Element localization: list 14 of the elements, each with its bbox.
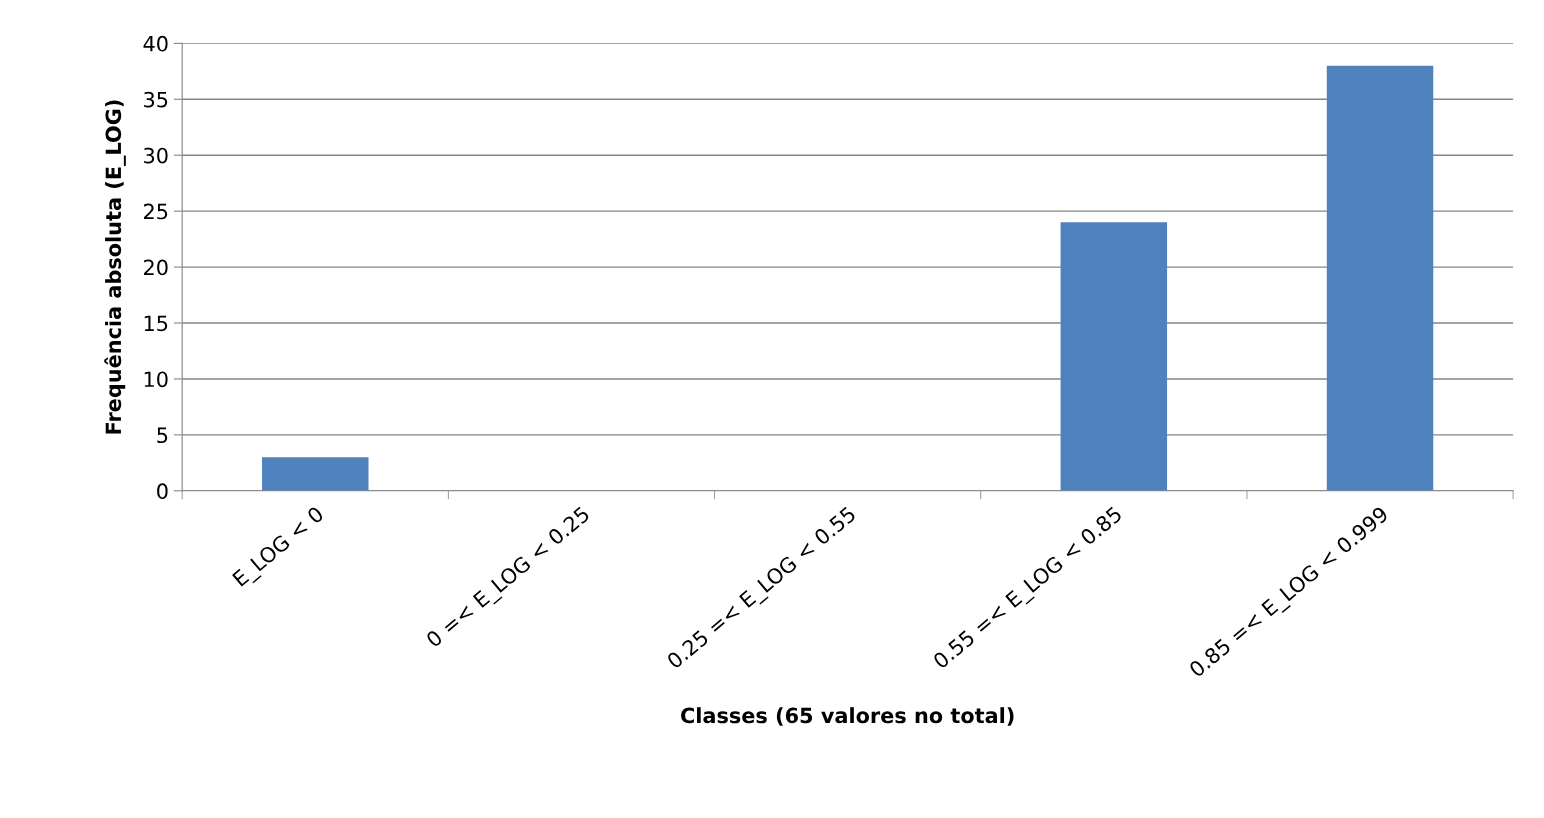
y-tick-label: 5	[157, 427, 168, 444]
y-tick-label: 40	[143, 35, 168, 52]
y-tick-label: 30	[144, 147, 168, 164]
y-tick-label: 10	[144, 371, 168, 388]
y-tick-label: 35	[144, 91, 168, 108]
bar	[1060, 222, 1168, 491]
y-tick-label: 20	[144, 259, 168, 276]
x-axis-title: Classes (65 valores no total)	[681, 707, 1014, 726]
bar	[262, 457, 369, 491]
y-tick-label: 15	[144, 315, 168, 332]
y-axis-title: Frequência absoluta (E_LOG)	[104, 100, 126, 434]
y-tick-label: 0	[157, 483, 168, 500]
y-tick-label: 25	[144, 203, 168, 220]
bar	[1326, 65, 1434, 491]
